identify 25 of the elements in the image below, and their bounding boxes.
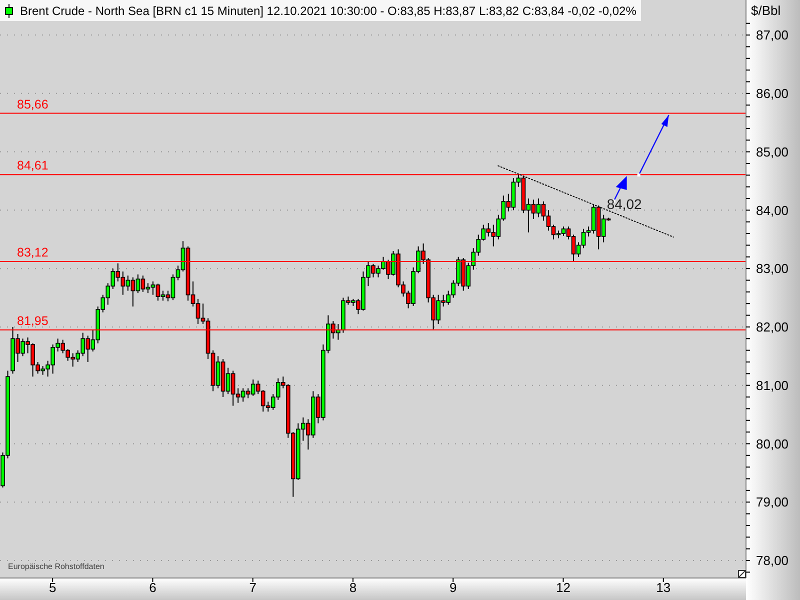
y-axis-title: $/Bbl xyxy=(751,3,781,18)
x-tick-label: 5 xyxy=(48,580,56,596)
y-tick-label: 85,00 xyxy=(756,144,789,160)
ref-line-label: 85,66 xyxy=(17,97,48,112)
x-tick-label: 7 xyxy=(249,580,256,596)
y-tick-label: 81,00 xyxy=(756,378,789,393)
x-tick-label: 6 xyxy=(149,580,156,596)
ref-line-label: 84,61 xyxy=(17,158,48,173)
y-tick-label: 83,00 xyxy=(756,261,789,276)
x-tick-label: 13 xyxy=(656,580,671,596)
y-tick-label: 87,00 xyxy=(756,28,789,43)
y-tick-label: 80,00 xyxy=(756,436,789,452)
annotation: 84,02 xyxy=(606,196,642,212)
annotation: Europäische Rohstoffdaten xyxy=(8,562,104,571)
y-tick-label: 86,00 xyxy=(756,86,789,102)
y-tick-label: 79,00 xyxy=(756,494,789,510)
ref-line-label: 81,95 xyxy=(17,314,48,328)
y-tick-label: 84,00 xyxy=(756,202,789,218)
ref-line-label: 83,12 xyxy=(17,246,48,260)
x-tick-label: 8 xyxy=(349,580,357,596)
x-tick-label: 9 xyxy=(449,580,457,596)
x-tick-label: 12 xyxy=(556,580,570,596)
chart-title: Brent Crude - North Sea [BRN c1 15 Minuten] 12.10.2021 10:30:00 - O:83,85 H:83,87 L:83,82 C:83,84 -0,02 -0,02% xyxy=(20,4,636,18)
y-tick-label: 78,00 xyxy=(756,553,789,568)
y-tick-label: 82,00 xyxy=(756,320,789,335)
